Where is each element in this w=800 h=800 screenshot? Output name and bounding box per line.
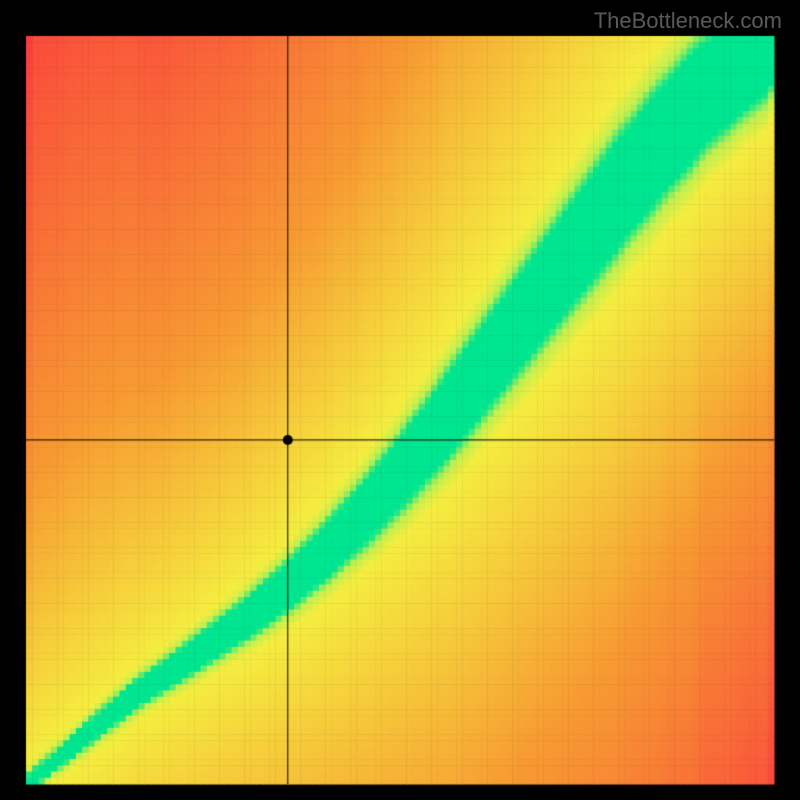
chart-container: TheBottleneck.com — [0, 0, 800, 800]
watermark-text: TheBottleneck.com — [594, 8, 782, 34]
heatmap-canvas — [0, 0, 800, 800]
